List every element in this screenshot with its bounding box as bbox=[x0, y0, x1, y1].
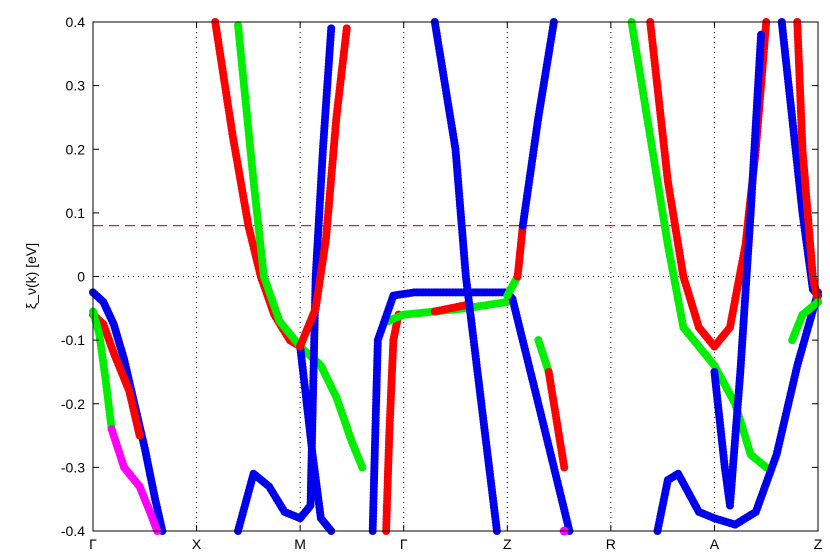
band-point bbox=[358, 463, 367, 472]
band-point bbox=[560, 463, 569, 472]
y-tick-label: -0.3 bbox=[61, 459, 85, 475]
x-tick-label: Γ bbox=[400, 536, 408, 552]
y-tick-label: -0.4 bbox=[61, 523, 85, 539]
band-10 bbox=[384, 297, 512, 326]
band-12 bbox=[368, 288, 574, 535]
band-22 bbox=[710, 30, 766, 510]
band-3 bbox=[107, 425, 162, 535]
grid-lines bbox=[93, 22, 818, 531]
x-tick-label: Z bbox=[814, 536, 823, 552]
band-16 bbox=[518, 18, 558, 230]
band-9 bbox=[382, 310, 403, 535]
band-15 bbox=[513, 221, 527, 281]
band-20 bbox=[627, 18, 771, 472]
band-point bbox=[135, 431, 144, 440]
band-point bbox=[757, 30, 766, 39]
band-point bbox=[327, 24, 336, 33]
x-tick-label: M bbox=[294, 536, 306, 552]
band-21 bbox=[646, 18, 771, 351]
band-25 bbox=[793, 18, 822, 306]
axis-ticks: -0.4 -0.3 -0.2 -0.1 0 0.1 0.2 0.3 0.4 Γ X M Γ Z R A Z bbox=[61, 14, 823, 552]
band-point bbox=[342, 24, 351, 33]
band-markers bbox=[89, 18, 822, 536]
plot-background bbox=[93, 22, 818, 531]
band-18 bbox=[544, 367, 569, 472]
y-tick-label: 0.3 bbox=[66, 78, 86, 94]
band-13 bbox=[430, 18, 501, 535]
y-tick-label: -0.2 bbox=[61, 396, 85, 412]
x-tick-label: R bbox=[606, 536, 616, 552]
x-tick-label: Γ bbox=[89, 536, 97, 552]
band-17 bbox=[534, 336, 553, 376]
band-1 bbox=[89, 310, 144, 440]
y-tick-label: -0.1 bbox=[61, 332, 85, 348]
y-tick-label: 0.4 bbox=[66, 14, 86, 30]
x-tick-label: A bbox=[710, 536, 720, 552]
y-tick-label: 0.2 bbox=[66, 141, 86, 157]
x-tick-label: Z bbox=[503, 536, 512, 552]
y-axis-label: ξ_ν(k) [eV] bbox=[23, 243, 39, 309]
y-tick-label: 0 bbox=[77, 269, 85, 285]
band-26 bbox=[788, 297, 822, 345]
y-tick-label: 0.1 bbox=[66, 205, 86, 221]
band-5 bbox=[234, 21, 367, 472]
x-tick-label: X bbox=[192, 536, 202, 552]
band-8 bbox=[296, 24, 351, 351]
